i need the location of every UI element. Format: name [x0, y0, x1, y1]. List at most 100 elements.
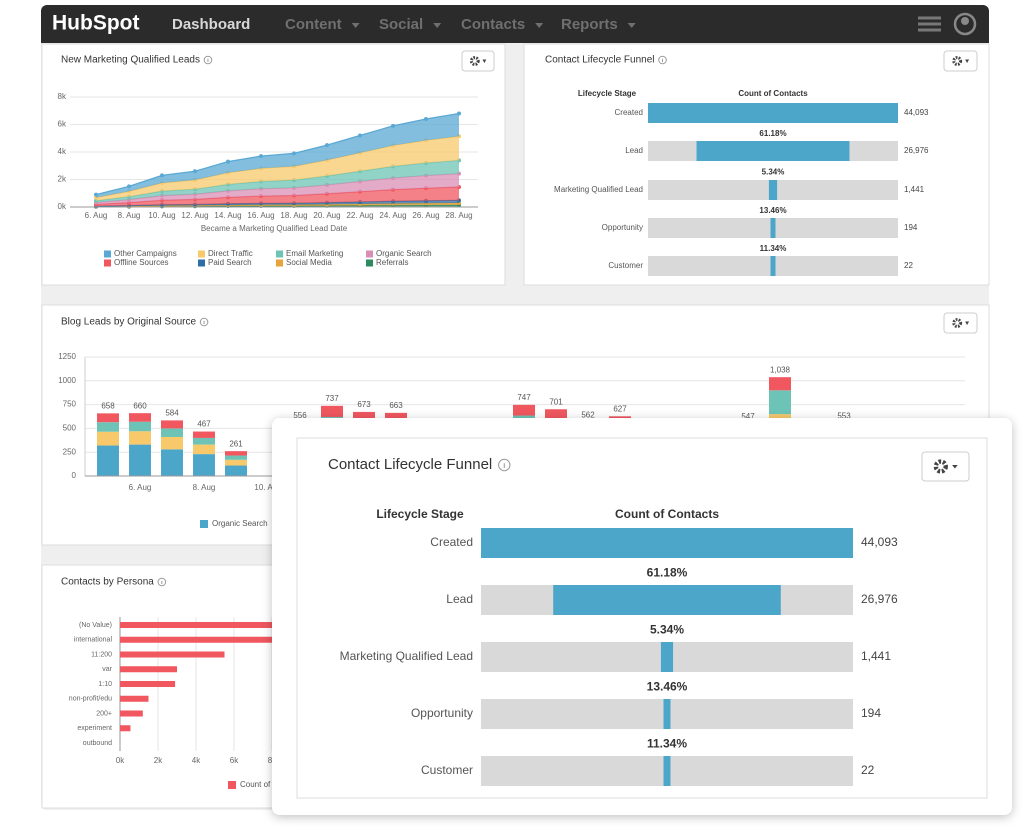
caret-icon	[965, 59, 970, 63]
conversion-label: 5.34%	[650, 623, 684, 637]
bar	[120, 725, 131, 732]
stage-label: Opportunity	[411, 706, 473, 720]
legend-swatch	[198, 250, 205, 258]
x-tick-label: 20. Aug	[313, 211, 340, 220]
value-label: 1,441	[861, 649, 891, 663]
x-tick-label: 14. Aug	[214, 211, 241, 220]
total-label: 663	[389, 401, 403, 410]
area	[96, 160, 459, 203]
y-tick-label: 6k	[58, 120, 67, 129]
bar-segment	[225, 451, 247, 456]
x-axis-label: Became a Marketing Qualified Lead Date	[201, 224, 348, 233]
y-tick-label: 250	[63, 447, 77, 456]
total-label: 553	[837, 411, 851, 420]
legend-swatch	[366, 259, 373, 267]
conversion-label: 5.34%	[762, 168, 785, 177]
gear-icon	[933, 459, 948, 474]
funnel-bar	[768, 180, 778, 200]
x-tick-label: 6. Aug	[85, 211, 108, 220]
y-tick-label: 200+	[96, 710, 112, 717]
bar-segment	[545, 409, 567, 419]
bar-segment	[513, 404, 535, 416]
stage-label: Marketing Qualified Lead	[554, 185, 643, 194]
nav-caret	[351, 23, 360, 28]
nav-caret	[627, 23, 636, 28]
area-point	[391, 123, 395, 128]
legend-label: Referrals	[376, 258, 408, 267]
menu-icon-bar[interactable]	[918, 22, 941, 26]
stage-label: Customer	[608, 261, 643, 270]
x-tick-label: 4k	[192, 756, 201, 765]
stage-label: Lead	[446, 592, 473, 606]
logo: HubSpot	[52, 12, 139, 35]
bar-segment	[161, 449, 183, 476]
x-tick-label: 8. Aug	[193, 483, 216, 492]
nav-item[interactable]: Contacts	[461, 16, 525, 33]
legend-label: Email Marketing	[286, 249, 343, 258]
y-tick-label: 2k	[58, 175, 67, 184]
x-tick-label: 28. Aug	[445, 211, 472, 220]
avatar-icon[interactable]	[953, 12, 977, 36]
total-label: 627	[613, 404, 627, 413]
total-label: 562	[581, 411, 595, 420]
total-label: 261	[229, 439, 243, 448]
bar	[120, 710, 143, 717]
total-label: 1,038	[770, 365, 791, 374]
x-tick-label: 26. Aug	[412, 211, 439, 220]
overlay-panel	[296, 437, 988, 799]
info-icon	[157, 577, 167, 587]
panel-title: Contact Lifecycle Funnel	[328, 456, 492, 473]
conversion-label: 61.18%	[759, 129, 786, 138]
y-tick-label: 1000	[58, 376, 76, 385]
legend-label: Organic Search	[376, 249, 432, 258]
menu-icon-bar[interactable]	[918, 16, 941, 20]
info-icon	[498, 458, 511, 472]
conversion-label: 13.46%	[759, 206, 786, 215]
area-point	[127, 184, 131, 189]
info-icon	[203, 55, 213, 65]
bar-segment	[225, 455, 247, 460]
bar-segment	[225, 465, 247, 476]
bar-segment	[321, 405, 343, 417]
area	[96, 113, 459, 198]
total-label: 556	[293, 411, 307, 420]
conversion-label: 11.34%	[647, 737, 687, 751]
x-tick-label: 16. Aug	[247, 211, 274, 220]
bar-segment	[97, 422, 119, 432]
funnel-bar	[770, 218, 776, 238]
menu-icon-bar[interactable]	[918, 28, 941, 32]
x-tick-label: 24. Aug	[379, 211, 406, 220]
bar-segment	[97, 413, 119, 423]
nav-item[interactable]: Dashboard	[172, 16, 250, 33]
funnel-bar	[648, 103, 898, 123]
x-tick-label: 18. Aug	[280, 211, 307, 220]
bar-segment	[193, 444, 215, 455]
value-label: 44,093	[861, 535, 898, 549]
conversion-label: 13.46%	[647, 680, 688, 694]
area-point	[226, 159, 230, 164]
y-tick-label: non-profit/edu	[69, 696, 112, 703]
value-label: 22	[861, 763, 875, 777]
nav-item[interactable]: Social	[379, 16, 423, 33]
legend-label: Organic Search	[212, 519, 268, 528]
caret-icon	[952, 465, 958, 469]
y-tick-label: 11:200	[91, 651, 112, 658]
legend-swatch	[276, 259, 283, 267]
nav-item[interactable]: Reports	[561, 16, 618, 33]
info-icon	[658, 55, 667, 65]
legend-swatch	[228, 781, 236, 789]
nav-item[interactable]: Content	[285, 16, 342, 33]
legend-swatch	[200, 520, 208, 528]
bar-segment	[353, 411, 375, 422]
panel-title: Contact Lifecycle Funnel	[545, 55, 655, 66]
gear-icon	[952, 56, 963, 66]
y-tick-label: 8k	[58, 92, 67, 101]
gear-icon	[952, 318, 963, 328]
area-point	[292, 151, 296, 156]
stage-label: Marketing Qualified Lead	[340, 649, 473, 663]
y-tick-label: 1:10	[98, 681, 112, 688]
bar-segment	[129, 431, 151, 445]
area	[96, 173, 459, 205]
value-label: 1,441	[904, 185, 925, 194]
area-point	[325, 143, 329, 148]
